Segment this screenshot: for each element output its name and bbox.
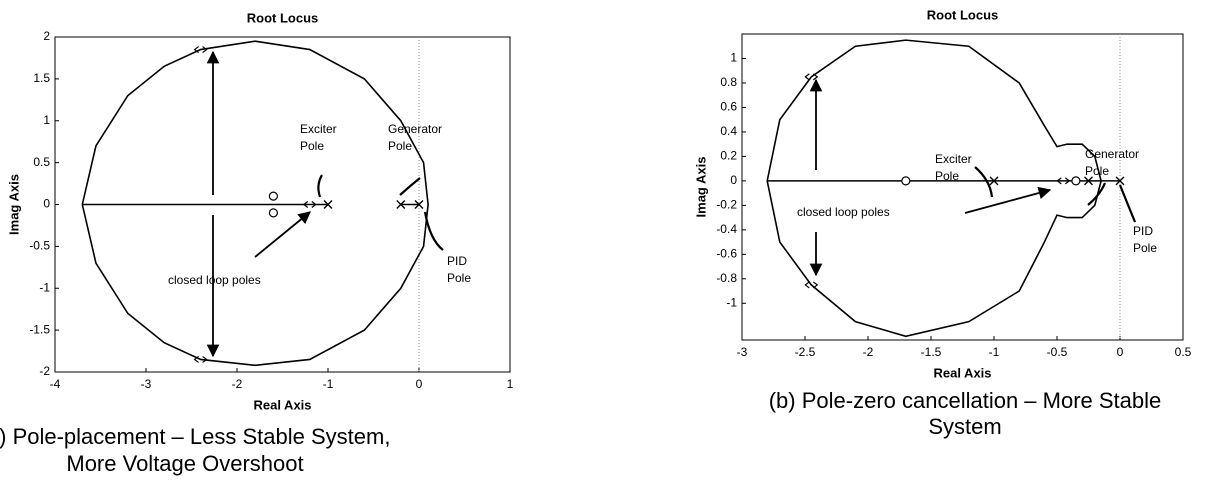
x-tick-label: 0 xyxy=(416,377,423,391)
caption: (a) Pole-placement – Less Stable System, xyxy=(0,424,390,449)
annotation: Exciter xyxy=(300,122,337,136)
pole-marker xyxy=(323,200,333,209)
callout-line xyxy=(1087,182,1107,206)
annotation: Pole xyxy=(447,271,471,285)
annotation: Generator xyxy=(1085,147,1139,161)
callout-line xyxy=(1118,184,1137,223)
x-axis-label: Real Axis xyxy=(933,365,991,380)
y-tick-label: -2 xyxy=(39,364,50,378)
callout-line xyxy=(317,174,323,198)
y-tick-label: -1 xyxy=(726,295,737,309)
callout-line xyxy=(974,166,994,198)
y-tick-label: 1 xyxy=(43,113,50,127)
pole-marker xyxy=(989,176,999,186)
callout-line xyxy=(423,211,444,251)
zero-marker xyxy=(901,176,911,186)
x-tick-label: -1 xyxy=(323,377,334,391)
annotation: Pole xyxy=(300,139,324,153)
caption: (b) Pole-zero cancellation – More Stable xyxy=(769,388,1162,413)
x-tick-label: -1 xyxy=(989,345,1000,359)
closed-loop-pole xyxy=(804,281,819,289)
y-tick-label: -1 xyxy=(39,280,50,294)
x-axis-label: Real Axis xyxy=(253,397,311,412)
y-tick-label: -1.5 xyxy=(29,322,50,336)
x-tick-label: -1.5 xyxy=(921,345,942,359)
y-tick-label: -0.4 xyxy=(716,222,737,236)
y-axis-label: Imag Axis xyxy=(693,157,708,218)
annotation: PID xyxy=(447,254,467,268)
annotation: Pole xyxy=(1085,164,1109,178)
chart-title: Root Locus xyxy=(927,7,999,22)
arrow xyxy=(964,186,1052,214)
y-axis-label: Imag Axis xyxy=(6,174,21,235)
closed-loop-pole xyxy=(1056,177,1071,185)
chart: Root Locus Real Axis Imag Axis -4 -3 -2 -1 0 1 -2… xyxy=(0,10,514,475)
y-tick-label: 0.5 xyxy=(33,155,50,169)
locus-line xyxy=(81,40,429,367)
y-tick-label: -0.2 xyxy=(716,198,737,212)
x-tick-label: -3 xyxy=(737,345,748,359)
y-tick-label: 0 xyxy=(43,197,50,211)
zero-marker xyxy=(268,191,278,201)
pole-marker xyxy=(1115,176,1125,186)
x-tick-label: 0.5 xyxy=(1175,345,1192,359)
x-tick-label: -2 xyxy=(232,377,243,391)
y-tick-label: 1 xyxy=(730,51,737,65)
annotation: Generator xyxy=(388,122,442,136)
x-tick-label: -0.5 xyxy=(1047,345,1068,359)
zero-marker xyxy=(1071,176,1081,186)
x-tick-label: -4 xyxy=(50,377,61,391)
y-tick-label: 2 xyxy=(43,29,50,43)
y-tick-label: 0.6 xyxy=(720,100,737,114)
closed-loop-pole xyxy=(302,201,317,208)
annotation: closed loop poles xyxy=(168,273,261,287)
x-tick-label: -2.5 xyxy=(795,345,816,359)
y-tick-label: 0.8 xyxy=(720,75,737,89)
callout-line xyxy=(399,177,421,196)
chart-title: Root Locus xyxy=(247,10,319,25)
y-tick-label: -0.6 xyxy=(716,246,737,260)
annotation: Exciter xyxy=(935,152,972,166)
pole-marker xyxy=(414,200,424,209)
pole-marker xyxy=(1084,176,1093,186)
caption: More Voltage Overshoot xyxy=(66,451,303,476)
x-tick-label: 1 xyxy=(507,377,514,391)
closed-loop-pole xyxy=(193,355,208,363)
y-tick-label: 0.4 xyxy=(720,124,737,138)
chart: Root Locus Real Axis Imag Axis -3 -2.5 -2 -1.5… xyxy=(693,7,1191,438)
annotation: PID xyxy=(1133,224,1153,238)
annotation: Pole xyxy=(1133,241,1157,255)
arrow xyxy=(254,211,311,258)
x-tick-label: -3 xyxy=(141,377,152,391)
y-tick-label: -0.5 xyxy=(29,239,50,253)
zero-marker xyxy=(268,208,278,218)
annotation: Pole xyxy=(388,139,412,153)
closed-loop-pole xyxy=(193,46,208,54)
y-tick-label: 0.2 xyxy=(720,149,737,163)
pole-marker xyxy=(396,200,406,209)
annotation: closed loop poles xyxy=(797,205,890,219)
y-tick-label: 1.5 xyxy=(33,71,50,85)
y-tick-label: -0.8 xyxy=(716,271,737,285)
x-tick-label: 0 xyxy=(1117,345,1124,359)
y-tick-label: 0 xyxy=(730,173,737,187)
annotation: Pole xyxy=(935,169,959,183)
x-tick-label: -2 xyxy=(863,345,874,359)
caption: System xyxy=(928,414,1001,439)
